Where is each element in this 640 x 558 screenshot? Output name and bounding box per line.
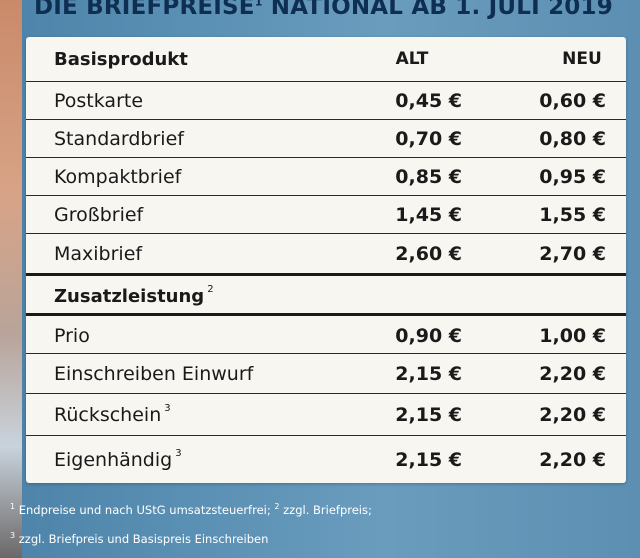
service-name: Einschreiben Einwurf [54, 363, 254, 385]
table-row: Großbrief 1,45 € 1,55 € [26, 195, 626, 234]
price-alt: 2,15 € [395, 363, 462, 385]
table-row: Postkarte 0,45 € 0,60 € [26, 81, 626, 120]
price-alt: 2,15 € [395, 449, 462, 471]
price-neu: 2,20 € [539, 404, 606, 426]
price-neu: 2,70 € [539, 243, 606, 265]
table-row: Prio 0,90 € 1,00 € [26, 313, 626, 356]
alt-column-header: ALT [395, 49, 429, 69]
page-title: DIE BRIEFPREISE1 NATIONAL AB 1. JULI 201… [34, 0, 613, 20]
footnote-line-1: 1 Endpreise und nach UStG umsatzsteuerfr… [10, 502, 372, 517]
price-neu: 2,20 € [539, 449, 606, 471]
table-row: Rückschein 3 2,15 € 2,20 € [26, 393, 626, 436]
price-alt: 2,15 € [395, 404, 462, 426]
table-row: Standardbrief 0,70 € 0,80 € [26, 119, 626, 158]
product-name: Standardbrief [54, 128, 184, 150]
table-row: Maxibrief 2,60 € 2,70 € [26, 233, 626, 274]
service-name: Prio [54, 325, 90, 347]
table-row: Eigenhändig 3 2,15 € 2,20 € [26, 435, 626, 484]
footnotes: 1 Endpreise und nach UStG umsatzsteuerfr… [10, 494, 630, 552]
table-row: Kompaktbrief 0,85 € 0,95 € [26, 157, 626, 196]
price-alt: 0,70 € [395, 128, 462, 150]
basisprodukt-header: Basisprodukt [54, 48, 188, 70]
service-name: Rückschein 3 [54, 402, 171, 427]
price-alt: 0,85 € [395, 166, 462, 188]
photo-background-edge [0, 0, 22, 558]
price-neu: 2,20 € [539, 363, 606, 385]
product-name: Maxibrief [54, 243, 143, 265]
product-name: Postkarte [54, 90, 144, 112]
price-alt: 0,90 € [395, 325, 462, 347]
product-name: Kompaktbrief [54, 166, 182, 188]
price-table: Basisprodukt ALT NEU Postkarte 0,45 € 0,… [26, 37, 626, 483]
price-neu: 0,80 € [539, 128, 606, 150]
service-name: Eigenhändig 3 [54, 447, 182, 472]
section-header-row: Zusatzleistung 2 [26, 273, 626, 316]
price-alt: 2,60 € [395, 243, 462, 265]
price-neu: 1,55 € [539, 204, 606, 226]
footnote-line-2: 3 zzgl. Briefpreis und Basispreis Einsch… [10, 530, 269, 546]
table-header-row: Basisprodukt ALT NEU [26, 37, 626, 81]
neu-column-header: NEU [562, 49, 602, 69]
price-neu: 1,00 € [539, 325, 606, 347]
price-neu: 0,60 € [539, 90, 606, 112]
zusatzleistung-header: Zusatzleistung 2 [54, 283, 214, 307]
price-alt: 0,45 € [395, 90, 462, 112]
table-row: Einschreiben Einwurf 2,15 € 2,20 € [26, 353, 626, 394]
price-alt: 1,45 € [395, 204, 462, 226]
product-name: Großbrief [54, 204, 144, 226]
price-neu: 0,95 € [539, 166, 606, 188]
